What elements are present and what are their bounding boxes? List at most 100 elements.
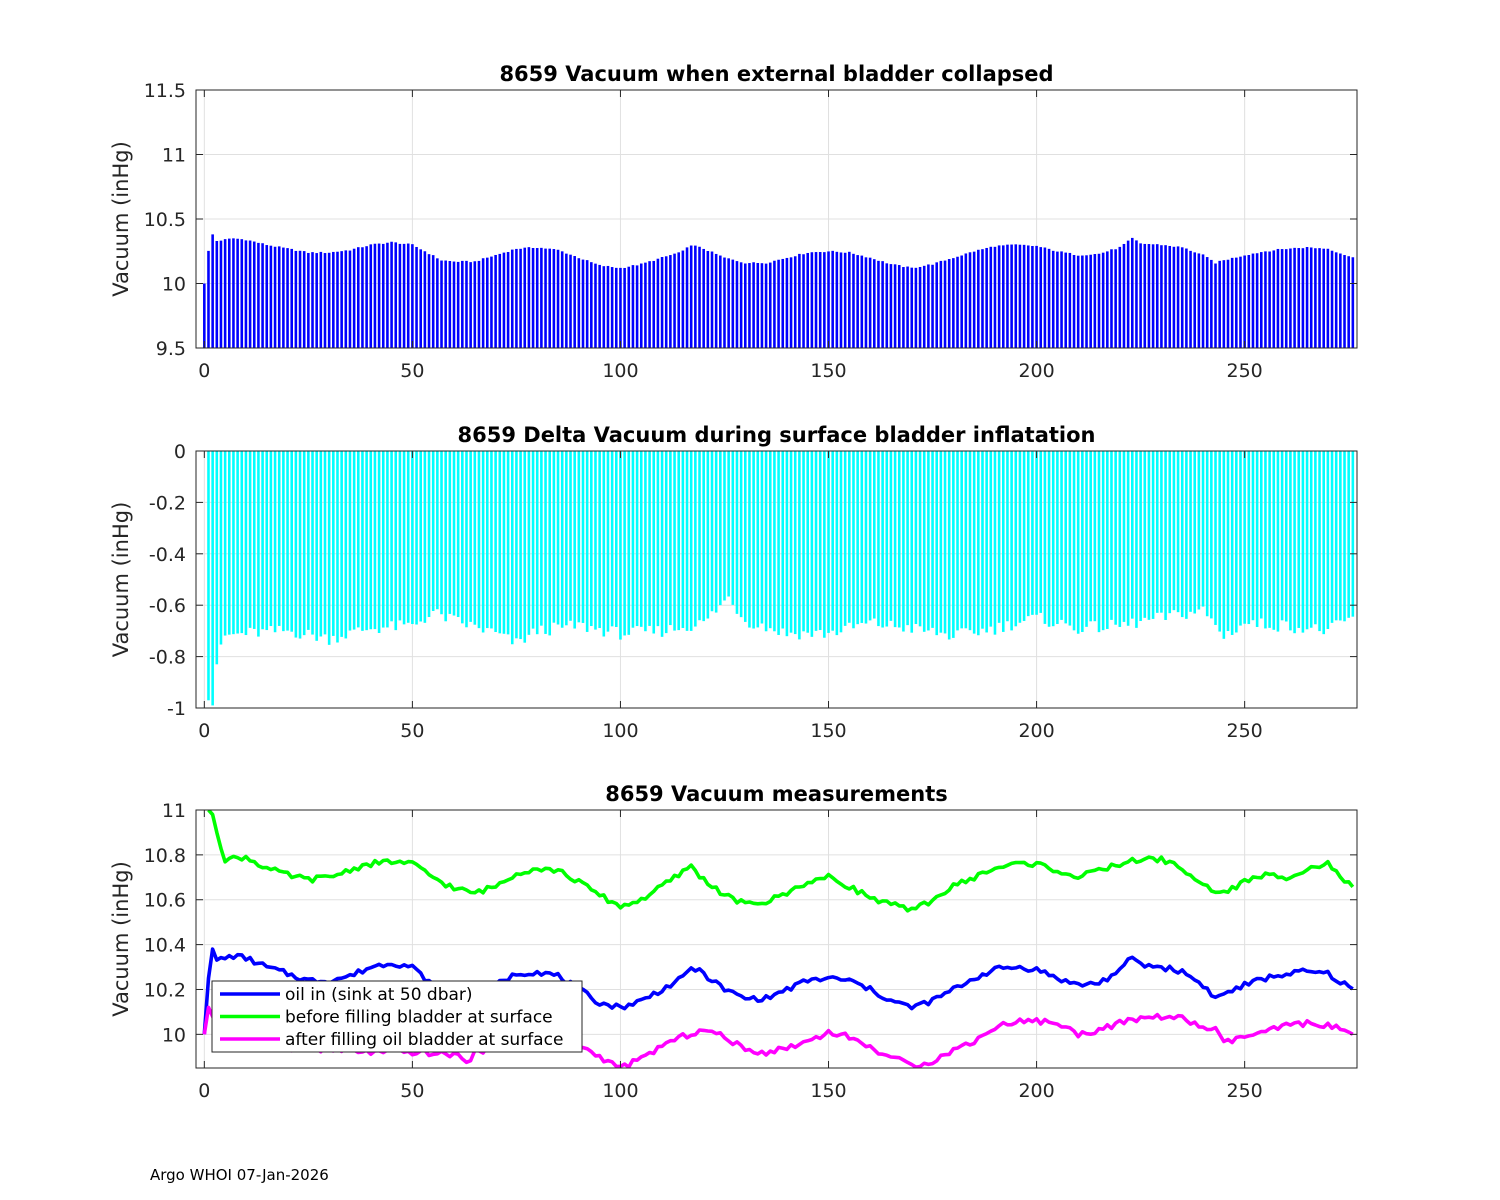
bar [1131, 237, 1134, 348]
bar [823, 451, 826, 638]
bar [277, 246, 281, 348]
bar [1172, 246, 1176, 348]
bar [298, 250, 302, 348]
bar [373, 451, 377, 630]
bar [323, 253, 327, 348]
bar [1235, 451, 1238, 633]
bar [785, 257, 789, 348]
bar [294, 451, 298, 638]
ytick-label: 0 [174, 441, 186, 463]
bar [889, 264, 893, 348]
bar [1118, 451, 1122, 627]
bar [748, 451, 751, 628]
bar [273, 451, 277, 633]
bar [831, 250, 834, 348]
bar [1185, 451, 1188, 619]
bar [1043, 247, 1047, 348]
bar [1243, 451, 1246, 624]
panel-2-bars [207, 451, 1355, 706]
ytick-label: 11.5 [144, 80, 186, 102]
bar [727, 258, 730, 348]
panel-1-title: 8659 Vacuum when external bladder collap… [499, 62, 1053, 86]
bar [510, 451, 514, 645]
bar [698, 451, 701, 621]
bar [594, 451, 597, 630]
bar [1301, 248, 1305, 348]
bar [723, 451, 726, 601]
bar [806, 451, 809, 633]
bar [627, 266, 631, 348]
bar [1110, 451, 1113, 620]
bar [972, 251, 976, 348]
bar [652, 451, 656, 634]
bar [1201, 451, 1205, 607]
bar [1097, 253, 1101, 348]
bar [1151, 451, 1155, 619]
bar [307, 252, 310, 348]
bar [993, 246, 997, 348]
bar [431, 451, 435, 612]
panel-delta-vacuum: 8659 Delta Vacuum during surface bladder… [109, 423, 1358, 742]
bar [760, 451, 764, 624]
bar [365, 246, 368, 348]
bar [731, 259, 735, 348]
xtick-label: 50 [400, 1080, 424, 1102]
bar [677, 252, 680, 348]
bar [1010, 244, 1013, 348]
bar [719, 255, 722, 348]
bar [1085, 451, 1088, 627]
bar [685, 451, 689, 631]
bar [606, 265, 610, 348]
bar [939, 451, 943, 633]
bar [269, 245, 273, 348]
bar [719, 451, 722, 606]
bar [394, 451, 398, 631]
bar [918, 266, 922, 348]
panel-2-title: 8659 Delta Vacuum during surface bladder… [458, 423, 1096, 447]
bar [702, 451, 705, 622]
bar [685, 247, 689, 348]
bar [390, 451, 393, 622]
bar [1193, 252, 1196, 348]
bar [789, 451, 793, 633]
bar [473, 261, 477, 348]
panel-3-ticks: 0 50 100 150 200 250 10 10.2 10.4 10.6 10.8 11 [144, 800, 1357, 1102]
ytick-label: 10.4 [144, 935, 186, 957]
bar [1351, 257, 1355, 348]
bar [735, 451, 739, 614]
bar [848, 251, 851, 348]
panel-2-ticks: 0 50 100 150 200 250 -1 -0.8 -0.6 -0.4 -0.2 0 [149, 441, 1357, 742]
bar [1297, 248, 1301, 348]
bar [756, 262, 760, 348]
bar [552, 451, 556, 623]
bar [357, 247, 360, 348]
bar [956, 451, 959, 631]
bar [1339, 451, 1342, 621]
bar [286, 248, 289, 348]
bar [311, 252, 314, 348]
bar [548, 248, 551, 348]
bar [1260, 451, 1263, 619]
bar [577, 258, 581, 348]
bar [744, 263, 747, 348]
bar [956, 256, 959, 348]
bar [1164, 245, 1167, 348]
bar [768, 451, 772, 629]
bar [1268, 451, 1271, 628]
bar [1114, 249, 1117, 348]
bar [644, 451, 647, 632]
bar [332, 451, 335, 636]
bar [619, 451, 622, 640]
bar [211, 451, 214, 706]
bar [1085, 255, 1088, 348]
bar [1280, 451, 1284, 621]
bar [1093, 451, 1097, 622]
bar [714, 253, 718, 348]
bar [344, 250, 348, 348]
bar [427, 451, 431, 618]
bar [286, 451, 289, 631]
bar [252, 241, 256, 348]
bar [1218, 451, 1221, 632]
bar [673, 451, 676, 631]
ytick-label: -0.4 [149, 544, 186, 566]
